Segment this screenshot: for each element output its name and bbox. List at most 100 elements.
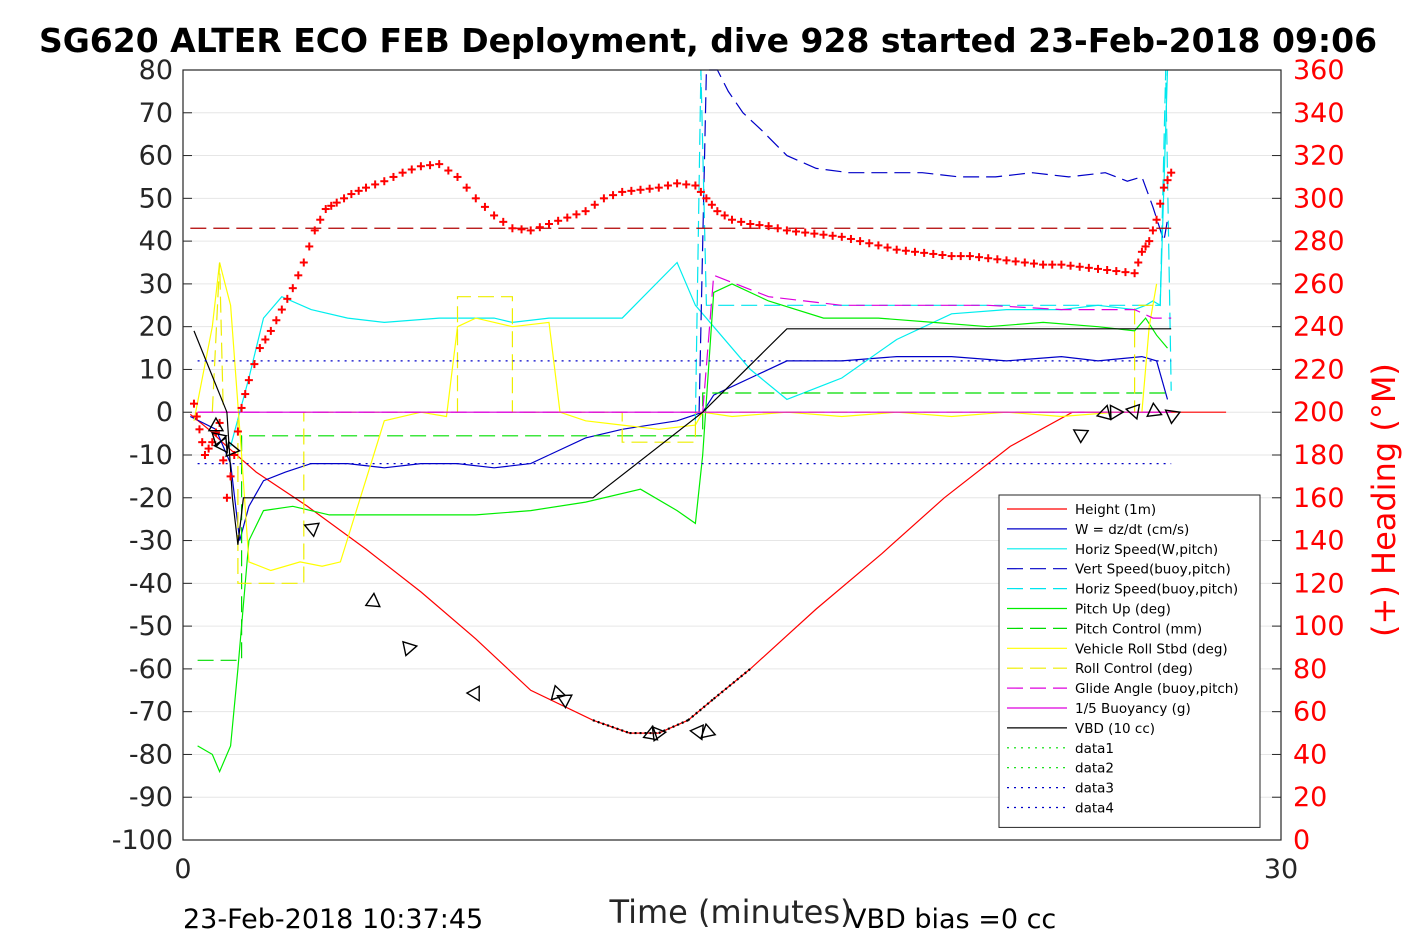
y2-tick-label: 360 bbox=[1293, 55, 1345, 86]
heading-point bbox=[975, 253, 984, 262]
heading-point bbox=[1130, 269, 1139, 278]
heading-layer bbox=[189, 160, 1176, 502]
triangle-marker bbox=[207, 416, 225, 432]
heading-point bbox=[347, 190, 356, 199]
heading-point bbox=[746, 220, 755, 228]
heading-point bbox=[1152, 215, 1161, 224]
y2-tick-label: 140 bbox=[1293, 526, 1345, 557]
heading-point bbox=[1084, 263, 1093, 272]
heading-point bbox=[707, 200, 716, 209]
legend-entry: data2 bbox=[1007, 761, 1114, 777]
heading-point bbox=[1075, 262, 1084, 271]
heading-point bbox=[444, 166, 453, 175]
y-tick-label: -20 bbox=[129, 483, 173, 514]
heading-point bbox=[572, 210, 581, 219]
y2-tick-label: 280 bbox=[1293, 226, 1345, 257]
heading-point bbox=[354, 186, 363, 195]
heading-point bbox=[1112, 267, 1121, 276]
heading-point bbox=[462, 183, 471, 192]
heading-point bbox=[371, 180, 380, 189]
heading-point bbox=[1029, 259, 1038, 268]
legend-entry: Glide Angle (buoy,pitch) bbox=[1007, 681, 1239, 697]
heading-point bbox=[480, 202, 489, 211]
heading-point bbox=[332, 198, 341, 207]
heading-point bbox=[1011, 257, 1020, 266]
legend-label: data2 bbox=[1075, 761, 1114, 777]
heading-point bbox=[200, 451, 209, 459]
heading-point bbox=[237, 403, 246, 412]
heading-point bbox=[340, 194, 349, 203]
heading-point bbox=[563, 213, 572, 222]
y-tick-label: 70 bbox=[139, 98, 173, 129]
triangle-marker bbox=[402, 640, 419, 657]
y2-tick-label: 200 bbox=[1293, 397, 1345, 428]
heading-point bbox=[645, 184, 654, 193]
heading-point bbox=[1134, 258, 1143, 267]
y2-tick-label: 320 bbox=[1293, 141, 1345, 172]
series-pitch-control-mm bbox=[197, 392, 1172, 661]
chart-title: SG620 ALTER ECO FEB Deployment, dive 928… bbox=[39, 21, 1377, 60]
triangle-marker bbox=[364, 592, 381, 608]
heading-point bbox=[226, 472, 235, 481]
heading-point bbox=[380, 177, 389, 186]
heading-point bbox=[993, 255, 1002, 264]
legend-entry: data1 bbox=[1007, 741, 1114, 757]
y-tick-label: 30 bbox=[139, 269, 173, 300]
legend-entry: Height (1m) bbox=[1007, 502, 1156, 518]
left-y-ticks: 80 70 60 50 40 30 20 10 0 -10 -20 -30 -40 -50 -60 -70 -8… bbox=[112, 55, 192, 856]
heading-point bbox=[618, 187, 627, 196]
legend-label: Glide Angle (buoy,pitch) bbox=[1075, 681, 1239, 697]
heading-point bbox=[581, 207, 590, 216]
right-y-ticks: 3603403203002802602402202001801601401201… bbox=[1272, 55, 1345, 856]
series-pitch-up-deg bbox=[197, 283, 1168, 774]
triangle-marker bbox=[1164, 409, 1182, 425]
footer-timestamp: 23-Feb-2018 10:37:45 bbox=[183, 904, 483, 935]
y2-tick-label: 0 bbox=[1293, 825, 1310, 856]
legend-entry: Vert Speed(buoy,pitch) bbox=[1007, 562, 1231, 578]
y2-tick-label: 120 bbox=[1293, 568, 1345, 599]
heading-point bbox=[277, 305, 286, 314]
heading-point bbox=[398, 168, 407, 177]
heading-point bbox=[636, 185, 645, 194]
heading-point bbox=[198, 438, 207, 447]
heading-point bbox=[1103, 265, 1112, 274]
y2-tick-label: 100 bbox=[1293, 611, 1345, 642]
heading-point bbox=[1048, 260, 1057, 269]
heading-point bbox=[801, 228, 810, 237]
heading-point bbox=[222, 493, 231, 502]
y2-tick-label: 240 bbox=[1293, 312, 1345, 343]
heading-point bbox=[407, 165, 416, 174]
legend-label: Pitch Control (mm) bbox=[1075, 621, 1202, 637]
y2-tick-label: 300 bbox=[1293, 183, 1345, 214]
triangle-marker bbox=[465, 685, 480, 702]
legend-entry: W = dz/dt (cm/s) bbox=[1007, 522, 1189, 538]
heading-point bbox=[204, 444, 213, 453]
legend-label: data3 bbox=[1075, 781, 1114, 797]
triangle-marker bbox=[303, 522, 321, 538]
heading-point bbox=[272, 316, 281, 325]
heading-point bbox=[327, 201, 336, 210]
heading-point bbox=[517, 225, 526, 234]
y-tick-label: 20 bbox=[139, 312, 173, 343]
series-layer bbox=[189, 69, 1227, 774]
heading-point bbox=[609, 191, 618, 200]
legend-entry: Pitch Up (deg) bbox=[1007, 602, 1171, 618]
heading-point bbox=[965, 252, 974, 261]
heading-point bbox=[266, 326, 275, 335]
heading-point bbox=[471, 194, 480, 203]
heading-point bbox=[426, 161, 435, 170]
legend-entry: data3 bbox=[1007, 781, 1114, 797]
heading-point bbox=[682, 180, 691, 189]
heading-point bbox=[663, 181, 672, 190]
heading-point bbox=[892, 245, 901, 254]
heading-point bbox=[1137, 247, 1146, 256]
heading-point bbox=[233, 427, 242, 436]
heading-point bbox=[250, 360, 259, 369]
heading-point bbox=[755, 221, 764, 230]
heading-point bbox=[545, 220, 553, 228]
heading-point bbox=[255, 344, 264, 353]
heading-point bbox=[435, 160, 444, 169]
heading-point bbox=[490, 211, 499, 220]
heading-point bbox=[590, 200, 599, 209]
